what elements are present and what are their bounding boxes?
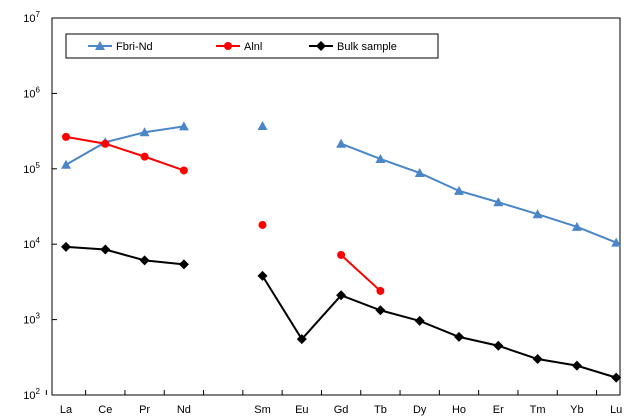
series-2-point-Sm [257,270,268,281]
series-2-point-Ho [454,331,464,342]
legend-marker-0 [95,41,105,50]
series-2-point-La [61,241,71,252]
x-tick-label-Gd: Gd [334,404,349,416]
series-0-point-Dy [414,167,425,177]
series-1-point-Sm [258,220,267,229]
series-0-line-0 [65,125,185,166]
plot-area [51,17,621,396]
x-tick-label-La: La [60,404,73,416]
series-2 [61,241,622,383]
series-1-point-Tb [376,286,385,295]
series-1-point-Ce [101,139,110,148]
y-tick-label-1: 103 [23,312,40,327]
y-tick-label-5: 107 [23,10,40,25]
legend-label-2: Bulk sample [337,41,397,53]
x-tick-label-Dy: Dy [413,404,427,416]
series-0 [61,120,622,247]
x-tick-label-Nd: Nd [177,404,191,416]
x-tick-label-Ho: Ho [452,404,466,416]
series-2-point-Dy [414,315,425,326]
x-tick-label-Eu: Eu [295,404,308,416]
series-0-point-Lu [611,237,622,247]
y-tick-label-0: 102 [23,387,40,402]
x-tick-label-Lu: Lu [610,404,622,416]
series-2-point-Nd [178,259,189,270]
series-2-point-Tm [532,354,543,365]
series-1-line-1 [340,254,382,292]
x-axis: La Ce Pr Nd Sm Eu Gd Tb Dy Ho Er Tm Yb Lu [45,390,622,416]
x-tick-label-Yb: Yb [570,404,583,416]
series-2-line-0 [65,245,185,266]
series-0-point-Gd [336,138,347,148]
series-0-point-Pr [139,127,150,137]
x-tick-label-Pr: Pr [139,404,150,416]
series-0-line-1 [340,142,617,244]
series-1-point-La [62,132,70,141]
legend: Fbri-Nd Alnl Bulk sample [65,33,439,59]
y-tick-label-4: 106 [23,85,40,100]
x-tick-label-Ce: Ce [98,404,112,416]
x-tick-label-Sm: Sm [254,404,271,416]
series-1-line-0 [65,135,185,172]
y-axis: 102 103 104 105 106 107 [23,10,57,402]
series-0-point-Sm [257,120,268,130]
legend-label-0: Fbri-Nd [116,41,153,53]
x-tick-label-Er: Er [493,404,504,416]
series-0-point-La [61,159,71,169]
series-2-line-1 [261,275,617,379]
legend-label-1: Alnl [244,41,262,53]
legend-box [65,33,439,59]
series-0-point-Tb [375,153,386,163]
series-1-point-Pr [140,152,149,161]
y-tick-label-3: 105 [23,161,40,176]
series-0-point-Tm [532,209,543,219]
legend-marker-1 [224,42,232,50]
legend-marker-2 [316,41,326,51]
series-1-point-Nd [179,166,188,175]
series-0-point-Er [493,197,504,207]
series-0-point-Yb [571,221,582,231]
series-2-point-Er [493,340,504,351]
series-layer [61,120,622,383]
series-2-point-Eu [296,334,307,345]
series-0-point-Nd [178,121,189,131]
series-2-point-Ce [100,244,111,255]
series-2-point-Gd [336,290,347,301]
series-2-point-Pr [139,255,150,266]
series-1 [62,132,385,295]
series-2-point-Tb [375,305,386,316]
x-tick-label-Tb: Tb [374,404,387,416]
series-1-point-Gd [337,250,346,259]
series-2-point-Yb [571,360,582,371]
y-tick-label-2: 104 [23,236,40,251]
x-tick-label-Tm: Tm [530,404,546,416]
series-0-point-Ho [454,185,464,195]
series-2-point-Lu [611,372,622,383]
